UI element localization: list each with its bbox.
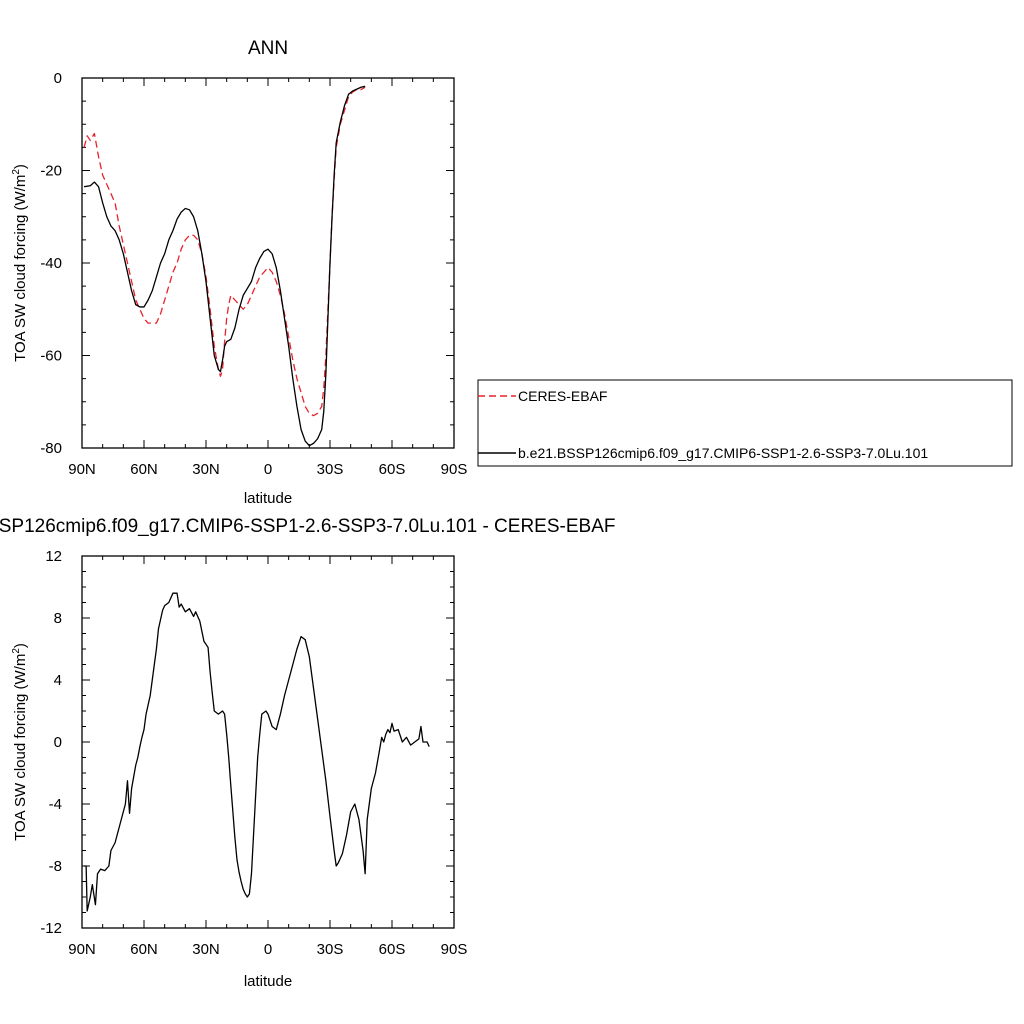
x-tick-label-30s: 30S [317,941,344,958]
y-tick-label-4: 4 [54,672,62,689]
y-tick-label-8: -8 [49,858,62,875]
series-line-difference [84,592,430,912]
x-tick-label-30n: 30N [192,941,220,958]
legend: CERES-EBAF b.e21.BSSP126cmip6.f09_g17.CM… [477,379,1013,467]
x-tick-label-90n: 90N [68,461,96,478]
panel-annual-cloud-forcing: ANN 90N 60N 30N 0 30S 60S 90S 0 -20 -40 -60 -80 lat… [11,38,467,507]
x-tick-label-60s: 60S [379,461,406,478]
y-tick-label-4: -4 [49,796,62,813]
x-axis-label: latitude [244,490,292,507]
plot-frame [81,77,455,449]
y-tick-label-12: -12 [40,920,62,937]
series-line-ceres-ebaf [83,86,366,417]
y-tick-label-40: -40 [40,255,62,272]
legend-box [477,379,1013,467]
series-line-b-e21-bssp126cmip6-f09-g17-cmi [83,85,366,447]
panel-difference: b.e21.BSSP126cmip6.f09_g17.CMIP6-SSP1-2.… [0,516,615,990]
y-tick-label-60: -60 [40,348,62,365]
y-tick-label-8: 8 [54,610,62,627]
y-tick-label-0: 0 [54,734,62,751]
y-tick-label-12: 12 [45,548,62,565]
y-tick-label-20: -20 [40,163,62,180]
x-axis-label: latitude [244,973,292,990]
y-tick-label-0: 0 [54,70,62,87]
x-tick-label-60n: 60N [130,461,158,478]
x-tick-label-90s: 90S [441,941,468,958]
x-tick-label-0: 0 [264,941,272,958]
chart-title: b.e21.BSSP126cmip6.f09_g17.CMIP6-SSP1-2.… [0,516,615,537]
legend-label-model: b.e21.BSSP126cmip6.f09_g17.CMIP6-SSP1-2.… [518,445,928,461]
x-tick-label-90n: 90N [68,941,96,958]
legend-label-ceres-ebaf: CERES-EBAF [518,388,607,404]
plot-frame [81,555,455,929]
x-tick-label-30s: 30S [317,461,344,478]
y-tick-label-80: -80 [40,440,62,457]
x-tick-label-60n: 60N [130,941,158,958]
y-axis-label: TOA SW cloud forcing (W/m2) [11,164,29,362]
x-tick-label-0: 0 [264,461,272,478]
y-axis-label: TOA SW cloud forcing (W/m2) [11,643,29,841]
chart-title: ANN [248,38,288,59]
x-tick-label-90s: 90S [441,461,468,478]
x-tick-label-30n: 30N [192,461,220,478]
x-tick-label-60s: 60S [379,941,406,958]
